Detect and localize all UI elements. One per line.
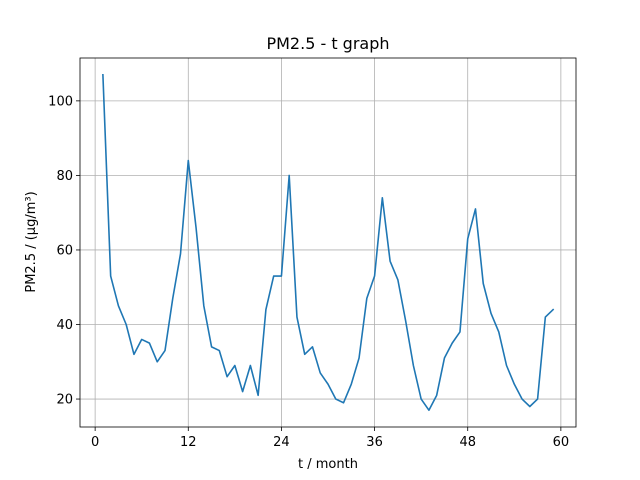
x-tick-label: 48 [459, 435, 476, 450]
pm25-series-line [102, 73, 555, 412]
y-tick-label: 40 [56, 318, 73, 333]
y-tick-label: 60 [56, 243, 73, 258]
series-layer [102, 73, 555, 412]
x-tick-label: 0 [91, 435, 99, 450]
x-axis-label: t / month [298, 457, 358, 472]
y-tick-label: 80 [56, 169, 73, 184]
x-axis-ticks: 0 12 24 36 48 60 [91, 427, 569, 450]
y-tick-label: 20 [56, 393, 73, 408]
x-tick-label: 36 [366, 435, 383, 450]
y-axis-ticks: 20 40 60 80 100 [48, 94, 80, 408]
x-tick-label: 12 [180, 435, 197, 450]
chart-title: PM2.5 - t graph [266, 34, 389, 53]
x-tick-label: 60 [553, 435, 570, 450]
plot-area-frame [79, 57, 577, 428]
x-tick-label: 24 [273, 435, 290, 450]
y-axis-label: PM2.5 / (μg/m³) [24, 191, 39, 292]
y-tick-label: 100 [48, 94, 73, 109]
